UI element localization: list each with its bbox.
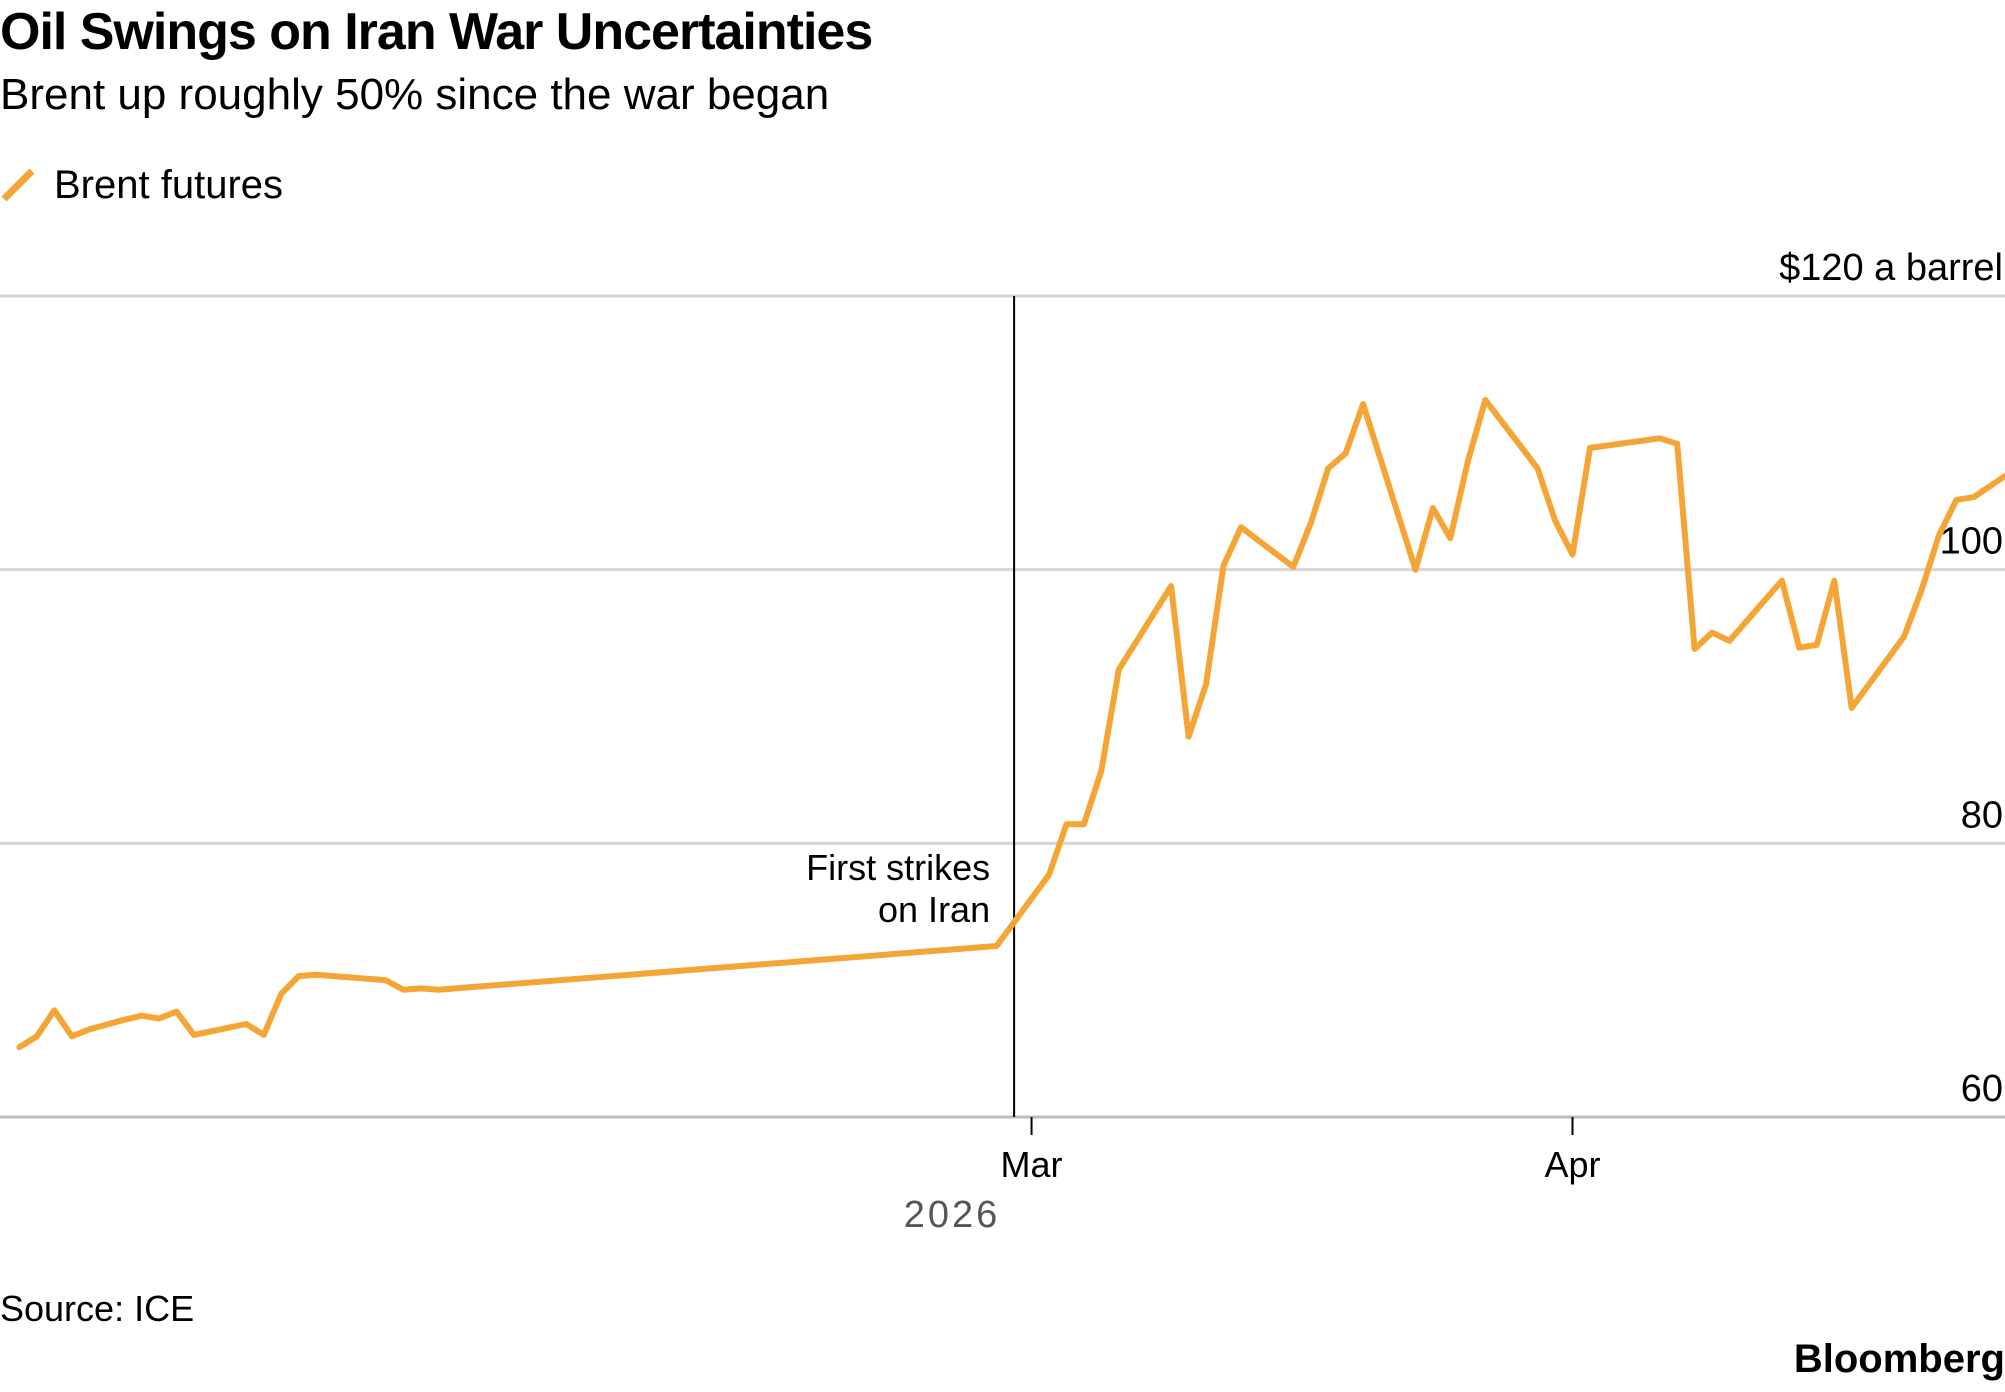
annotation-text: on Iran bbox=[878, 889, 990, 930]
chart-subtitle: Brent up roughly 50% since the war began bbox=[0, 70, 830, 119]
y-tick-label: 60 bbox=[1961, 1068, 2003, 1110]
annotation-text: First strikes bbox=[806, 847, 990, 888]
source-note: Source: ICE bbox=[0, 1288, 195, 1329]
x-tick-label: Mar bbox=[1001, 1144, 1063, 1185]
legend-swatch-icon bbox=[1, 168, 35, 202]
series-line-brent-futures bbox=[16, 397, 2005, 1051]
legend-label: Brent futures bbox=[54, 162, 284, 207]
y-tick-label: 100 bbox=[1940, 521, 2003, 563]
brand-logo: Bloomberg bbox=[1793, 1337, 2005, 1381]
x-axis-label: 2026 bbox=[904, 1194, 1001, 1236]
y-tick-label: 80 bbox=[1961, 794, 2003, 836]
chart-title: Oil Swings on Iran War Uncertainties bbox=[0, 3, 873, 61]
legend: Brent futures bbox=[0, 160, 283, 210]
x-tick-label: Apr bbox=[1544, 1144, 1600, 1185]
y-tick-label: $120 a barrel bbox=[1779, 247, 2003, 289]
